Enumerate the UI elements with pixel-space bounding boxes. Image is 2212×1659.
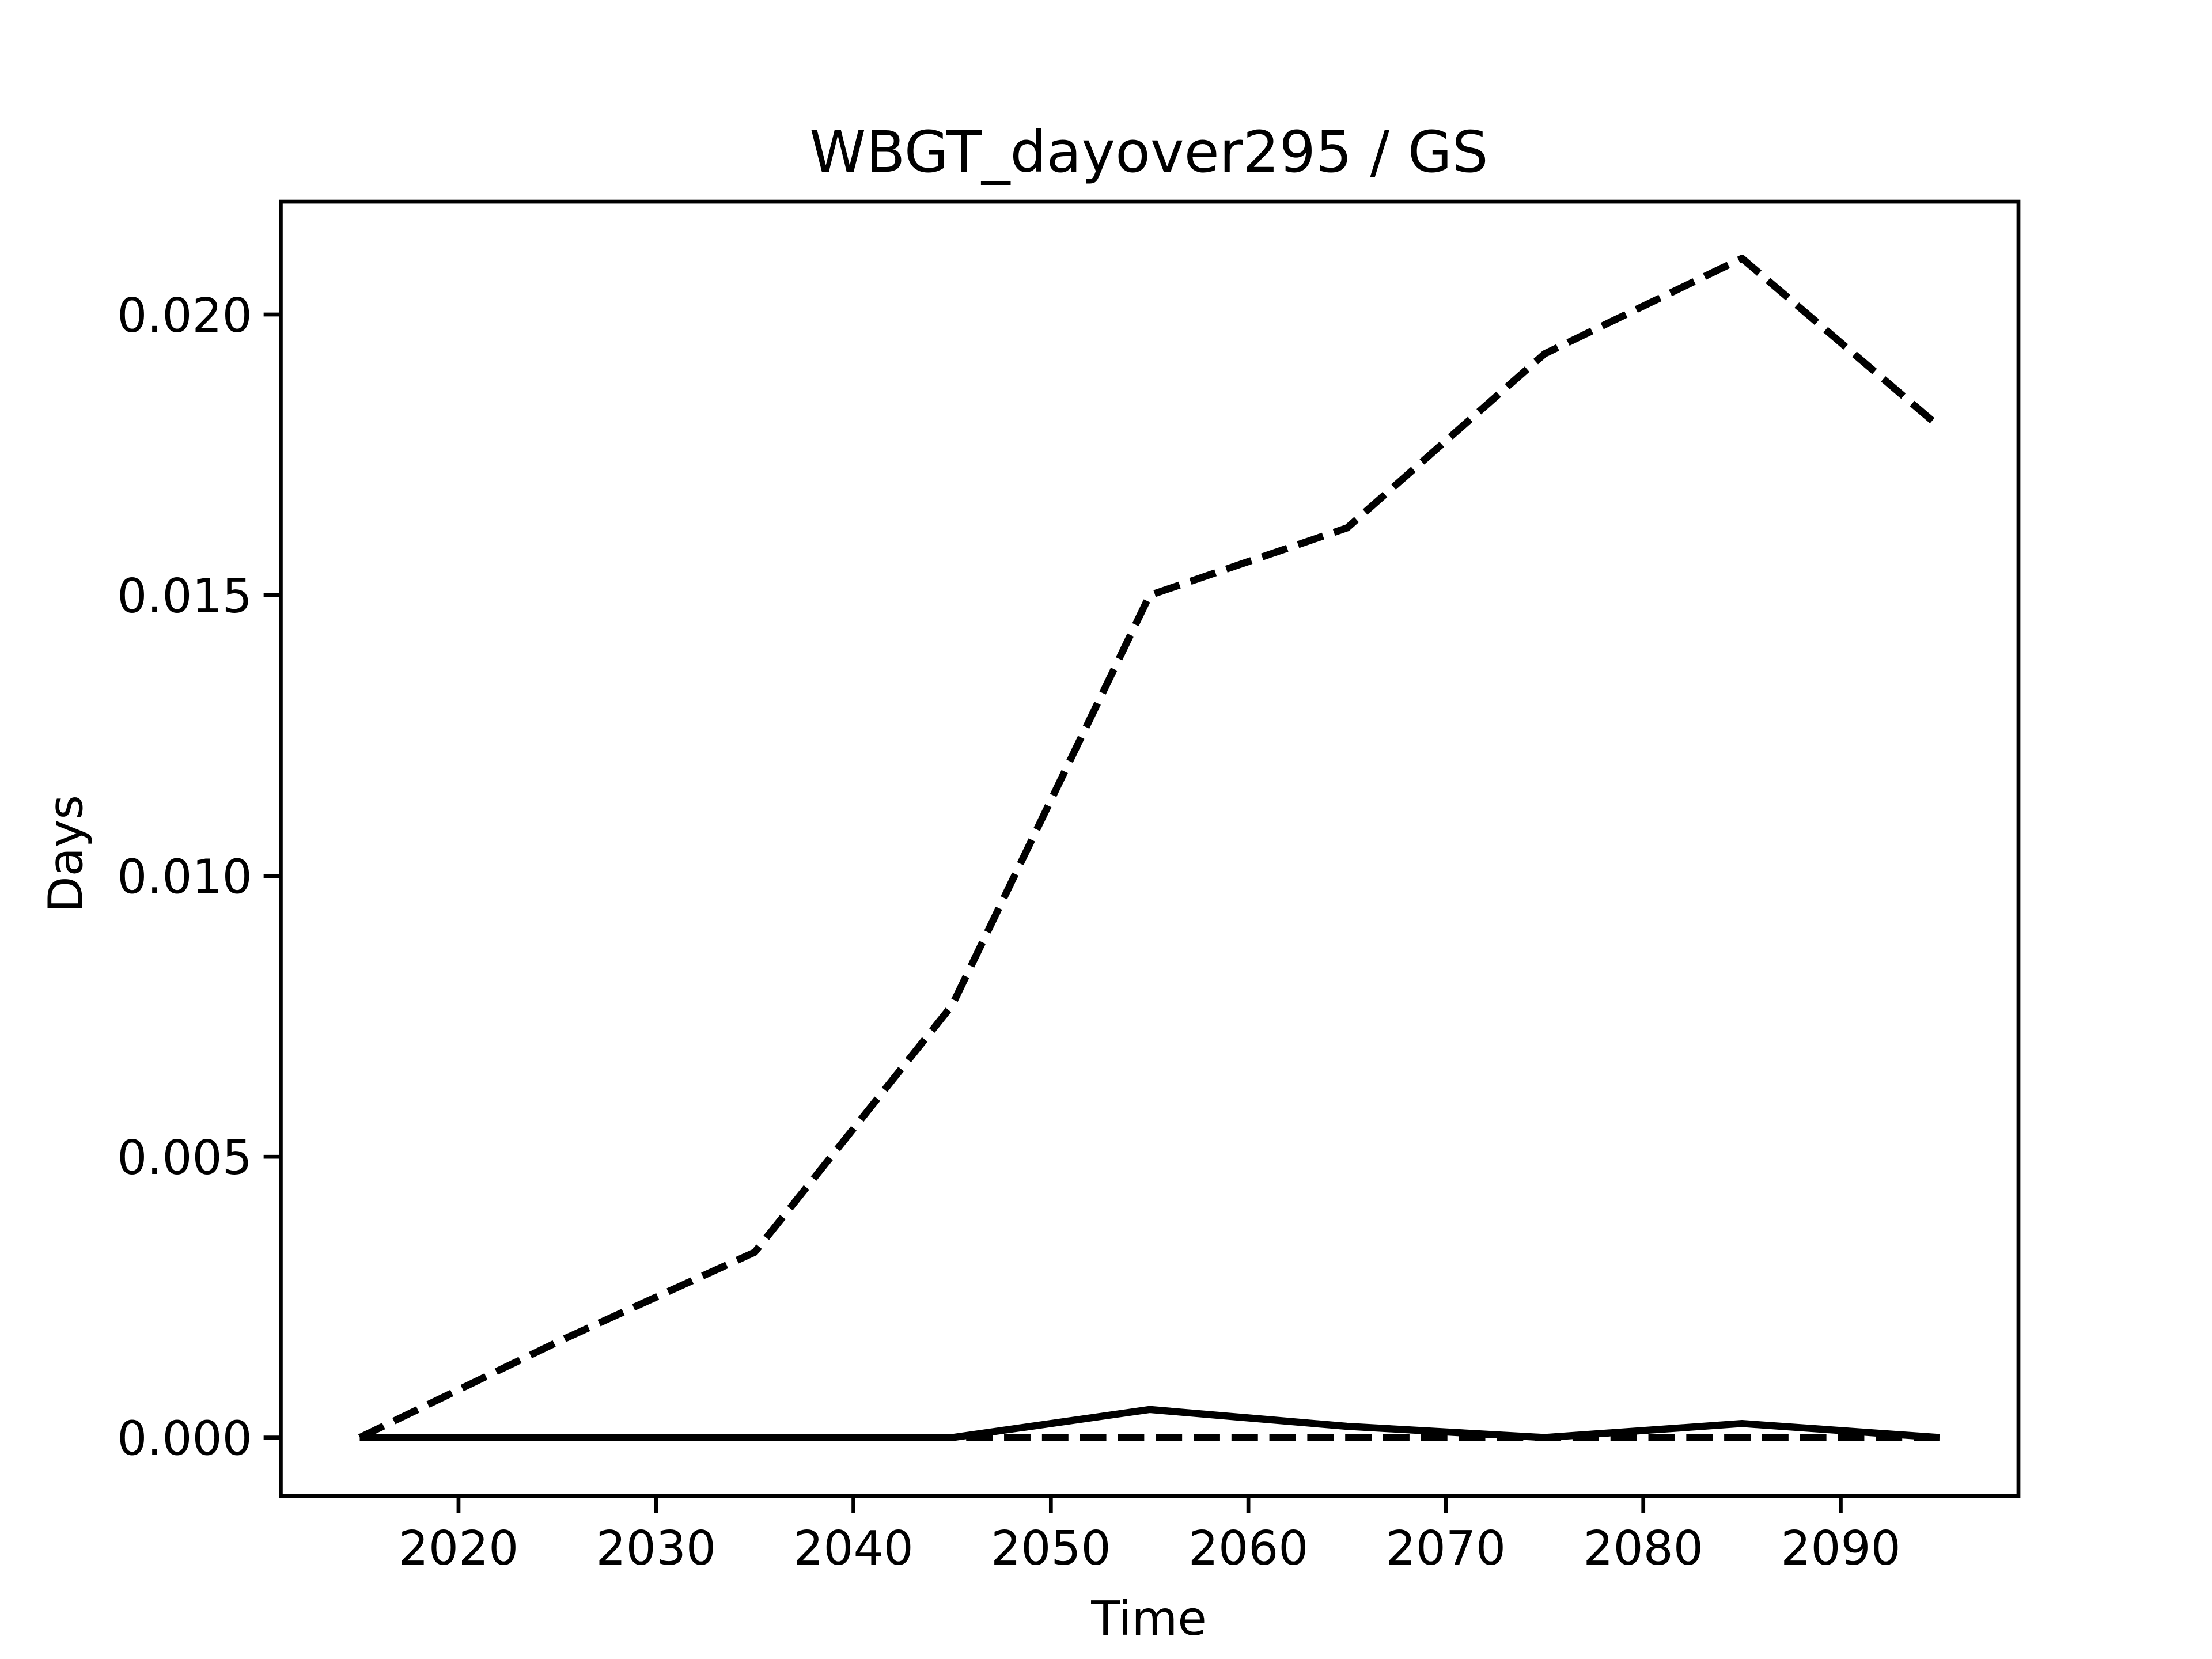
line-series xyxy=(359,1406,1940,1441)
plot-frame xyxy=(279,199,2021,1498)
chart-title: WBGT_dayover295 / GS xyxy=(809,119,1488,185)
y-tick-label: 0.000 xyxy=(117,1411,252,1466)
y-tick-label: 0.020 xyxy=(117,289,252,343)
y-tick-label: 0.010 xyxy=(117,850,252,905)
y-tick-label: 0.005 xyxy=(117,1131,252,1185)
x-tick-label: 2020 xyxy=(399,1521,519,1576)
x-axis-label: Time xyxy=(1090,1592,1206,1646)
x-tick-label: 2050 xyxy=(991,1521,1111,1576)
x-tick-label: 2060 xyxy=(1188,1521,1309,1576)
x-tick-label: 2080 xyxy=(1583,1521,1703,1576)
x-tick-label: 2030 xyxy=(596,1521,716,1576)
y-tick-label: 0.015 xyxy=(117,569,252,624)
x-tick-label: 2090 xyxy=(1781,1521,1900,1576)
x-tick-label: 2070 xyxy=(1386,1521,1506,1576)
x-tick-label: 2040 xyxy=(793,1521,914,1576)
y-axis-label: Days xyxy=(39,795,93,912)
line-series xyxy=(358,255,1942,1441)
